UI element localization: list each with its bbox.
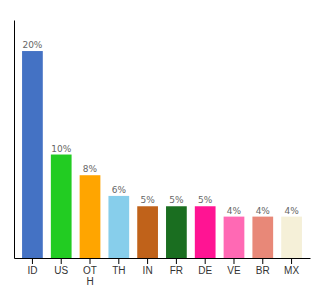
plot: 20% 10% 8% 6% 5% 5% 5% 4% 4% 4% ID US OTH TH IN FR DE VE B… (15, 21, 311, 288)
axis-line (14, 21, 15, 259)
tick-mark (205, 258, 206, 264)
tick-label: US (54, 265, 68, 276)
tick-mark (118, 258, 119, 264)
bar (281, 217, 302, 258)
tick: VE (227, 258, 241, 276)
tick-label: MX (284, 265, 299, 276)
x-axis: ID US OTH TH IN FR DE VE BR MX (15, 258, 311, 287)
tick-label-line: US (54, 265, 68, 276)
tick-label-line: IN (143, 265, 153, 276)
tick: US (54, 258, 68, 276)
tick-mark (233, 258, 234, 264)
tick-label-line: FR (170, 265, 183, 276)
tick-label-line: OT (83, 265, 97, 276)
data-label: 5% (198, 195, 213, 205)
bars (22, 51, 302, 258)
y-axis (14, 21, 15, 259)
tick-label-line: MX (284, 265, 299, 276)
tick-label: VE (227, 265, 241, 276)
tick-mark (32, 258, 33, 264)
data-labels: 20% 10% 8% 6% 5% 5% 5% 4% 4% 4% (22, 40, 299, 216)
tick-mark (147, 258, 148, 264)
tick: OTH (83, 258, 97, 287)
bar (252, 217, 273, 258)
bar (108, 196, 129, 258)
tick-mark (90, 258, 91, 264)
tick-label: BR (256, 265, 270, 276)
data-label: 4% (227, 206, 242, 216)
data-label: 4% (284, 206, 299, 216)
tick-label: DE (198, 265, 212, 276)
bar (22, 51, 43, 258)
chart: 20% 10% 8% 6% 5% 5% 5% 4% 4% 4% ID US OTH TH IN FR DE VE B… (0, 0, 320, 300)
tick-mark (262, 258, 263, 264)
tick-mark (176, 258, 177, 264)
bar (195, 206, 216, 258)
tick-mark (291, 258, 292, 264)
bar (166, 206, 187, 258)
tick-mark (61, 258, 62, 264)
data-label: 5% (140, 195, 155, 205)
tick-label-line: VE (227, 265, 241, 276)
bar (137, 206, 158, 258)
tick-label: ID (27, 265, 37, 276)
data-label: 5% (169, 195, 184, 205)
data-label: 8% (83, 164, 98, 174)
tick-label-line: DE (198, 265, 212, 276)
tick: IN (143, 258, 153, 276)
tick-label: TH (112, 265, 125, 276)
data-label: 20% (22, 40, 42, 50)
tick: TH (112, 258, 125, 276)
tick-label: OTH (83, 265, 97, 287)
data-label: 6% (112, 185, 127, 195)
axis-line (15, 258, 311, 259)
tick: ID (27, 258, 37, 276)
tick-label-line: H (86, 276, 93, 287)
tick-label: FR (170, 265, 183, 276)
tick-label-line: BR (256, 265, 270, 276)
bar (80, 175, 101, 258)
tick-label-line: TH (112, 265, 125, 276)
tick-label: IN (143, 265, 153, 276)
bar (224, 217, 245, 258)
data-label: 4% (256, 206, 271, 216)
tick: MX (284, 258, 299, 276)
tick: FR (170, 258, 183, 276)
data-label: 10% (51, 144, 71, 154)
tick-label-line: ID (27, 265, 37, 276)
bar (51, 155, 72, 258)
tick: DE (198, 258, 212, 276)
tick: BR (256, 258, 270, 276)
